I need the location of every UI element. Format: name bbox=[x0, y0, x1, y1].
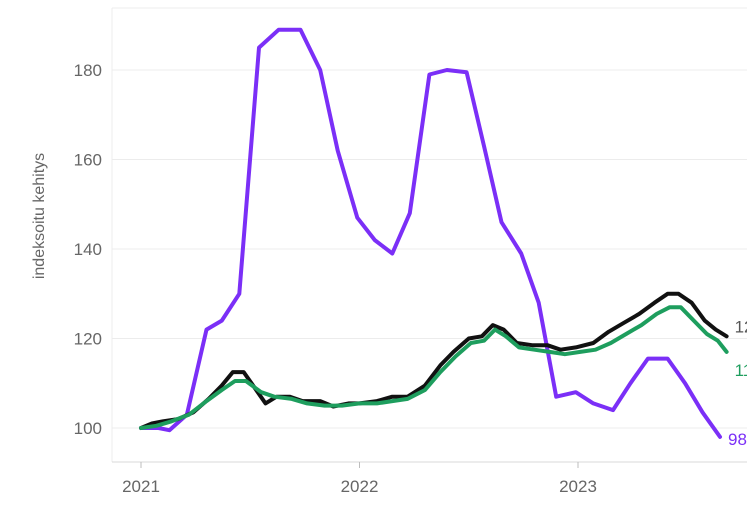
x-tick-label: 2022 bbox=[341, 477, 379, 496]
x-tick-label: 2021 bbox=[122, 477, 160, 496]
series-end-label: 117 bbox=[735, 361, 747, 380]
grid-layer bbox=[111, 7, 747, 462]
series-line-0 bbox=[139, 27, 722, 439]
series-line-2 bbox=[139, 305, 729, 430]
y-tick-label: 160 bbox=[74, 151, 102, 170]
series-end-label: 98 bbox=[728, 430, 747, 449]
series-layer bbox=[139, 27, 729, 439]
y-tick-label: 120 bbox=[74, 330, 102, 349]
y-tick-label: 100 bbox=[74, 419, 102, 438]
y-axis-title: indeksoitu kehitys bbox=[31, 153, 48, 279]
label-layer: 98 120 117 bbox=[728, 317, 747, 449]
y-tick-label: 180 bbox=[74, 61, 102, 80]
y-tick-label: 140 bbox=[74, 240, 102, 259]
series-line-1 bbox=[139, 291, 729, 430]
x-tick-label: 2023 bbox=[559, 477, 597, 496]
axis-layer: 100 120 140 160 180 2021 2022 2023 bbox=[74, 61, 747, 496]
series-end-label: 120 bbox=[735, 317, 747, 336]
